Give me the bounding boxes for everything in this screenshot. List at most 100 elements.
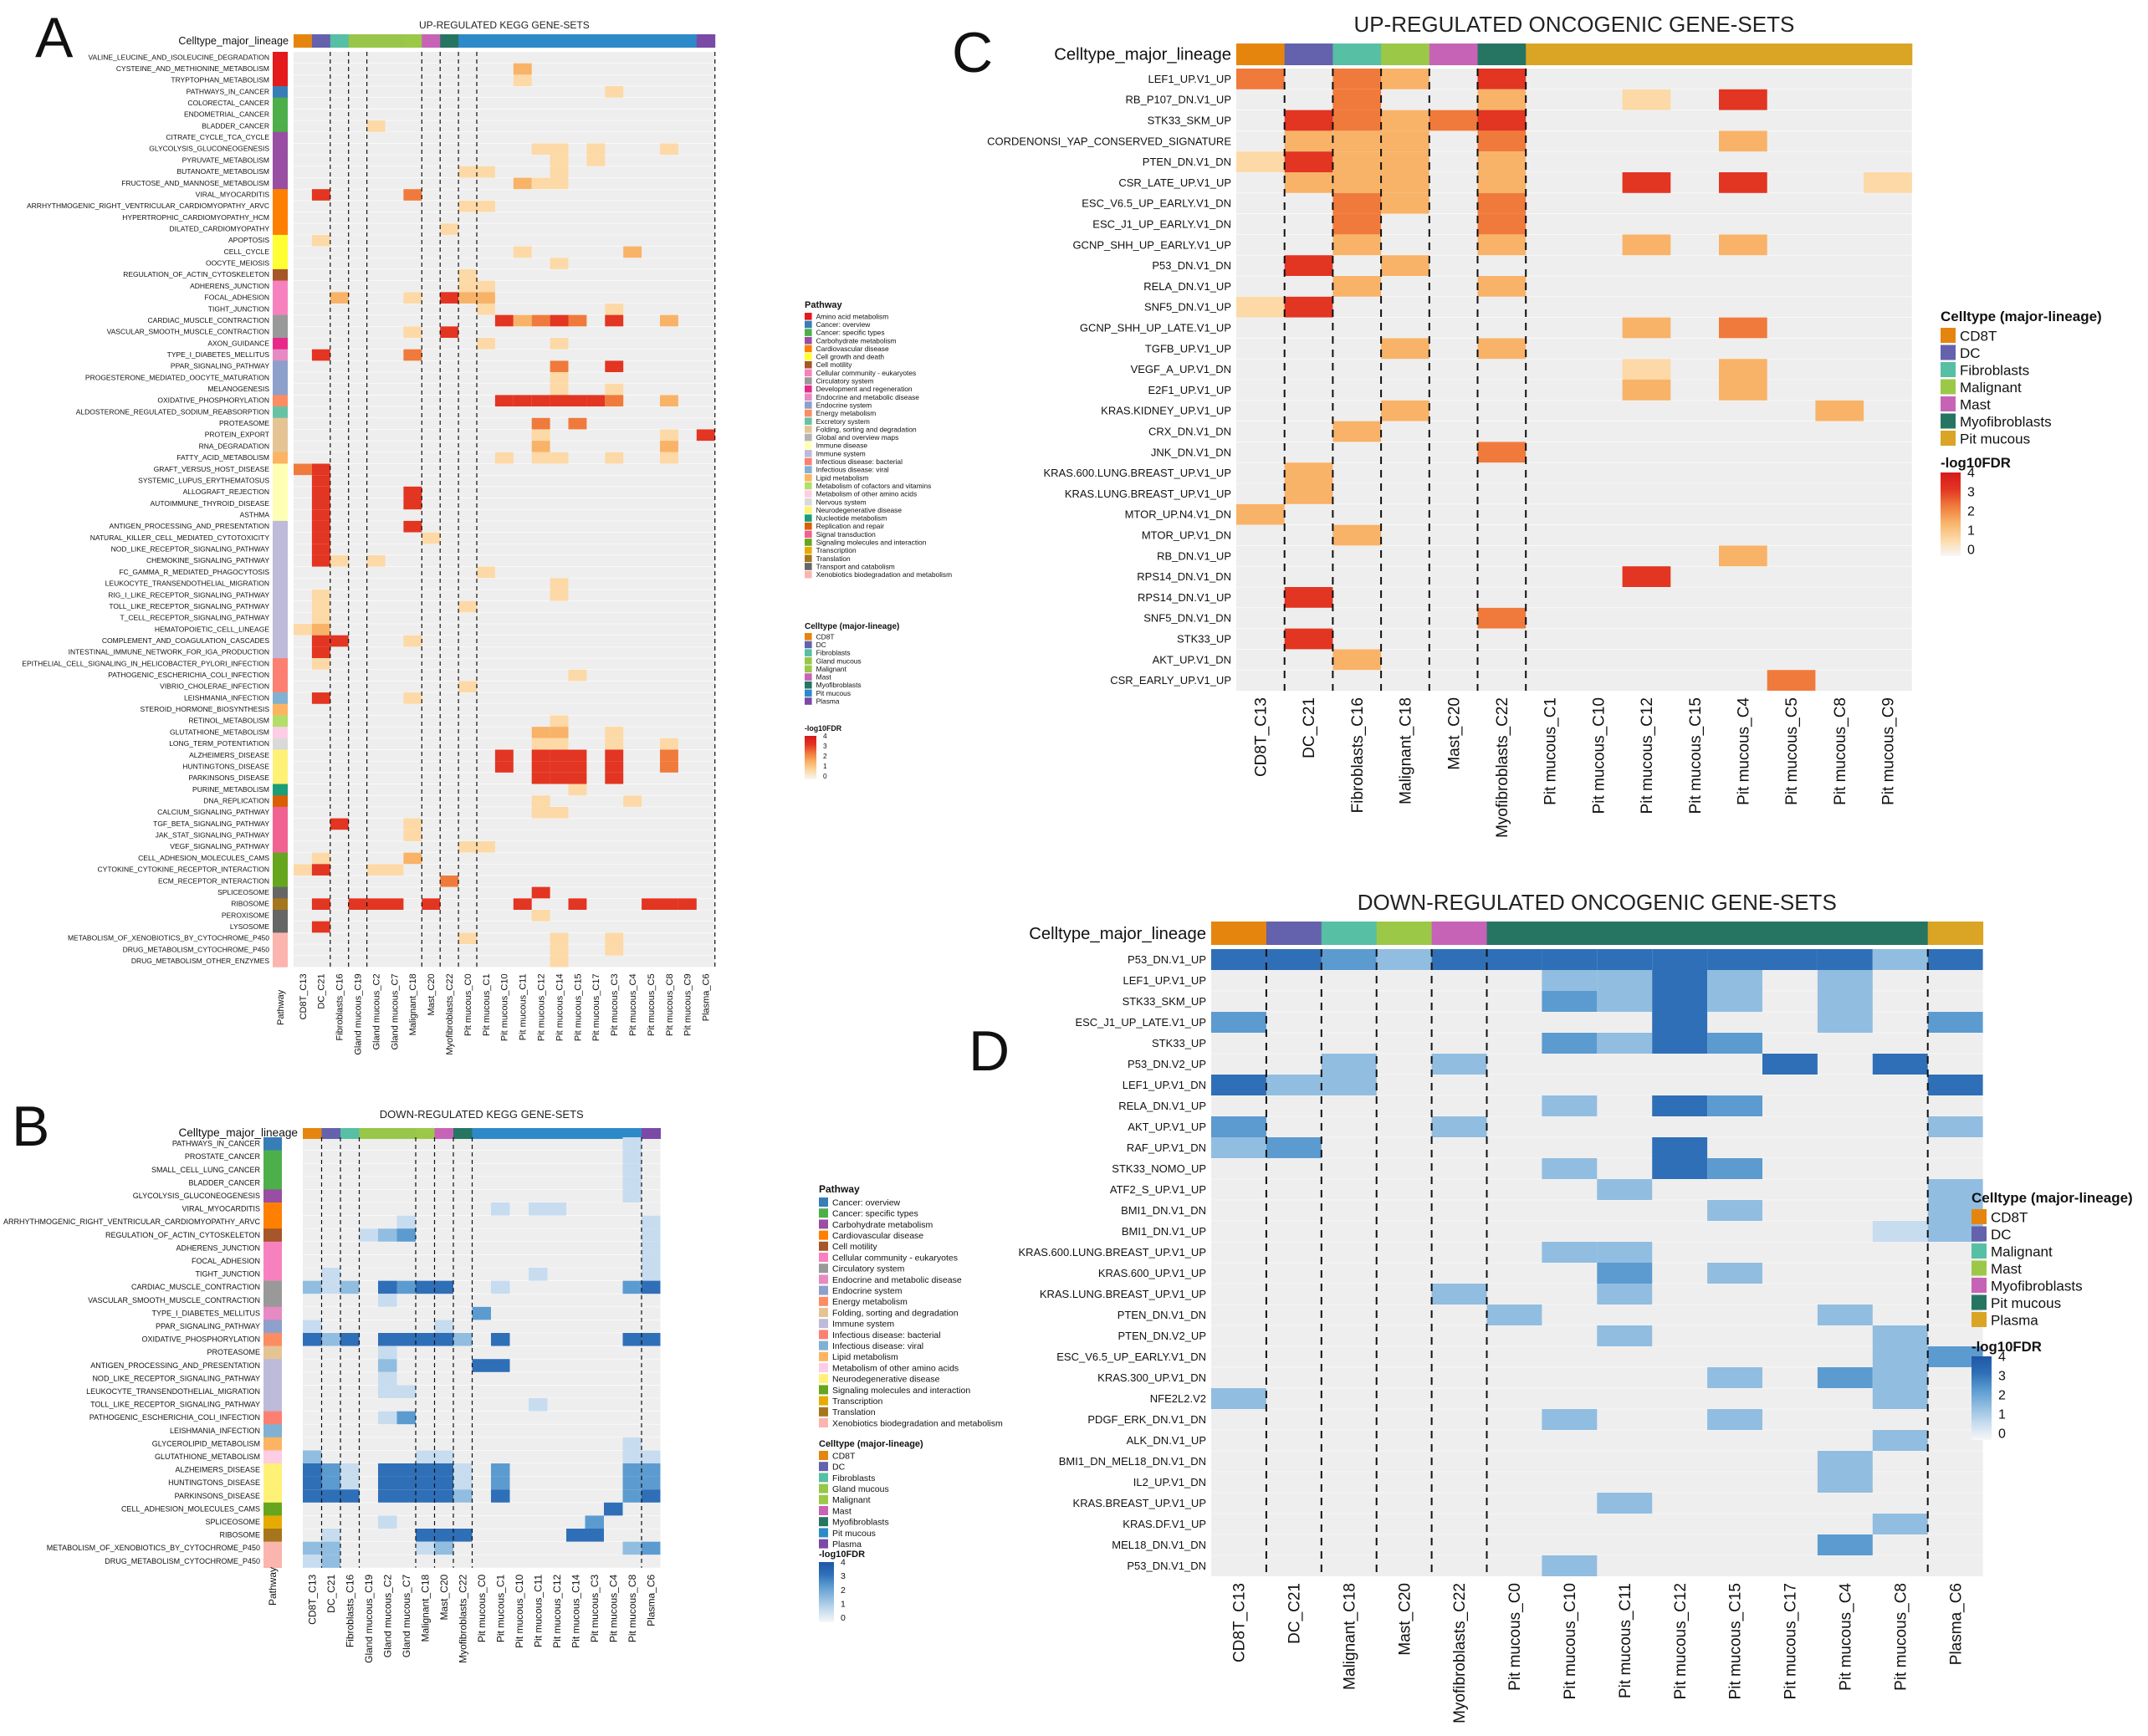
heatmap-cell — [660, 898, 678, 910]
pathway-legend-label: Signaling molecules and interaction — [816, 539, 927, 547]
heatmap-cell — [1284, 172, 1333, 193]
row-label: METABOLISM_OF_XENOBIOTICS_BY_CYTOCHROME_… — [68, 934, 269, 942]
celltype-annotation-cell — [366, 34, 386, 48]
heatmap-cell — [1707, 1367, 1762, 1388]
heatmap-cell — [1767, 670, 1816, 691]
row-label: APOPTOSIS — [228, 236, 269, 244]
row-label: LEISHMANIA_INFECTION — [170, 1427, 260, 1435]
heatmap-cell — [366, 120, 386, 132]
heatmap-cell — [311, 646, 330, 659]
column-label: Malignant_C18 — [1398, 697, 1415, 804]
heatmap-cell — [1477, 69, 1527, 89]
row-label: ADHERENS_JUNCTION — [190, 282, 269, 290]
pathway-legend-swatch — [819, 1407, 828, 1417]
row-label: RB_DN.V1_UP — [1157, 549, 1231, 562]
pathway-annotation-cell — [273, 360, 288, 373]
celltype-annotation-cell — [529, 1128, 548, 1139]
row-label: RNA_DEGRADATION — [199, 442, 269, 450]
celltype-legend-swatch — [1941, 362, 1956, 377]
pathway-annotation-cell — [273, 120, 288, 133]
celltype-annotation-cell — [416, 1128, 435, 1139]
pathway-legend-swatch — [805, 498, 812, 506]
row-label: DRUG_METABOLISM_CYTOCHROME_P450 — [123, 945, 270, 953]
pathway-legend-swatch — [805, 450, 812, 457]
pathway-annotation-cell — [263, 1450, 282, 1464]
heatmap-cell — [494, 452, 514, 464]
heatmap-cell — [1652, 991, 1708, 1012]
column-label: Mast_C20 — [1396, 1583, 1414, 1656]
heatmap-cell — [378, 1489, 397, 1503]
heatmap-cell — [550, 806, 569, 819]
pathway-annotation-cell — [263, 1489, 282, 1504]
heatmap-cell — [1381, 192, 1429, 214]
heatmap-cell — [416, 1280, 435, 1294]
celltype-legend-swatch — [1972, 1243, 1987, 1259]
column-label: Pit mucous_C4 — [628, 973, 638, 1036]
heatmap-cell — [330, 292, 349, 304]
row-label: JNK_DN.V1_DN — [1151, 446, 1231, 458]
celltype-legend-swatch — [819, 1539, 828, 1549]
heatmap-cell — [1872, 1430, 1928, 1451]
heatmap-cell — [623, 246, 642, 258]
heatmap-cell — [1477, 192, 1527, 214]
pathway-legend-swatch — [805, 385, 812, 393]
heatmap-cell — [1762, 949, 1818, 970]
row-label: TYPE_I_DIABETES_MELLITUS — [151, 1309, 260, 1317]
celltype-annotation-cell — [1652, 922, 1708, 945]
heatmap-cell — [477, 280, 495, 293]
heatmap-cell — [1872, 949, 1928, 970]
heatmap-cell — [311, 612, 330, 624]
row-label: PTEN_DN.V1_DN — [1117, 1309, 1206, 1321]
heatmap-cell — [1431, 1284, 1487, 1305]
heatmap-cell — [1719, 130, 1767, 152]
pathway-legend-swatch — [819, 1197, 828, 1207]
pathway-legend-label: Metabolism of cofactors and vitamins — [816, 482, 932, 490]
row-label: VEGF_SIGNALING_PATHWAY — [170, 842, 269, 850]
heatmap-cell — [494, 761, 514, 773]
column-label: Pit mucous_C15 — [1687, 697, 1705, 814]
row-label: MEL18_DN.V1_DN — [1112, 1539, 1206, 1551]
pathway-legend-label: Xenobiotics biodegradation and metabolis… — [832, 1418, 1003, 1428]
heatmap-cell — [605, 932, 624, 945]
column-label: Pit mucous_C0 — [463, 973, 473, 1036]
celltype-legend-label: Myofibroblasts — [1960, 414, 2052, 430]
heatmap-cell — [642, 1463, 661, 1477]
celltype-legend-label: Pit mucous — [1960, 431, 2030, 447]
row-label: LEF1_UP.V1_DN — [1123, 1079, 1206, 1091]
row-label: PTEN_DN.V2_UP — [1118, 1330, 1206, 1342]
fdr-tick-label: 1 — [841, 1599, 846, 1609]
row-label: NFE2L2.V2 — [1150, 1392, 1206, 1405]
heatmap-cell — [660, 429, 678, 442]
pathway-legend-swatch — [805, 433, 812, 442]
column-label: CD8T_C13 — [1231, 1583, 1249, 1662]
row-label: STEROID_HORMONE_BIOSYNTHESIS — [141, 705, 270, 713]
heatmap-title: UP-REGULATED ONCOGENIC GENE-SETS — [1353, 12, 1794, 37]
pathway-annotation-cell — [273, 486, 288, 498]
pathway-annotation-cell — [273, 852, 288, 865]
pathway-legend-label: Signaling molecules and interaction — [832, 1386, 970, 1396]
heatmap-cell — [622, 1450, 642, 1463]
heatmap-cell — [1542, 970, 1598, 991]
heatmap-cell — [1321, 1075, 1377, 1095]
heatmap-cell — [403, 349, 422, 361]
pathway-legend-swatch — [819, 1340, 828, 1351]
celltype-legend-swatch — [1941, 379, 1956, 395]
heatmap-cell — [605, 772, 624, 784]
pathway-annotation-cell — [273, 875, 288, 887]
pathway-legend-swatch — [819, 1308, 828, 1317]
pathway-legend-label: Cancer: specific types — [816, 329, 885, 337]
row-label: PTEN_DN.V1_DN — [1143, 156, 1231, 168]
heatmap-cell — [1542, 949, 1598, 970]
heatmap-cell — [1429, 110, 1478, 131]
row-label: COLORECTAL_CANCER — [187, 99, 269, 107]
row-label: CITRATE_CYCLE_TCA_CYCLE — [166, 133, 269, 141]
row-label: GCNP_SHH_UP_EARLY.V1_UP — [1072, 238, 1231, 251]
heatmap-cell — [311, 486, 330, 498]
column-label: Pit mucous_C3 — [589, 1574, 601, 1642]
row-label: CELL_CYCLE — [224, 248, 270, 256]
pathway-legend-swatch — [819, 1319, 828, 1329]
pathway-legend-swatch — [819, 1385, 828, 1395]
pathway-annotation-cell — [273, 292, 288, 304]
heatmap-cell — [330, 818, 349, 830]
row-label: TGF_BETA_SIGNALING_PATHWAY — [153, 819, 269, 828]
